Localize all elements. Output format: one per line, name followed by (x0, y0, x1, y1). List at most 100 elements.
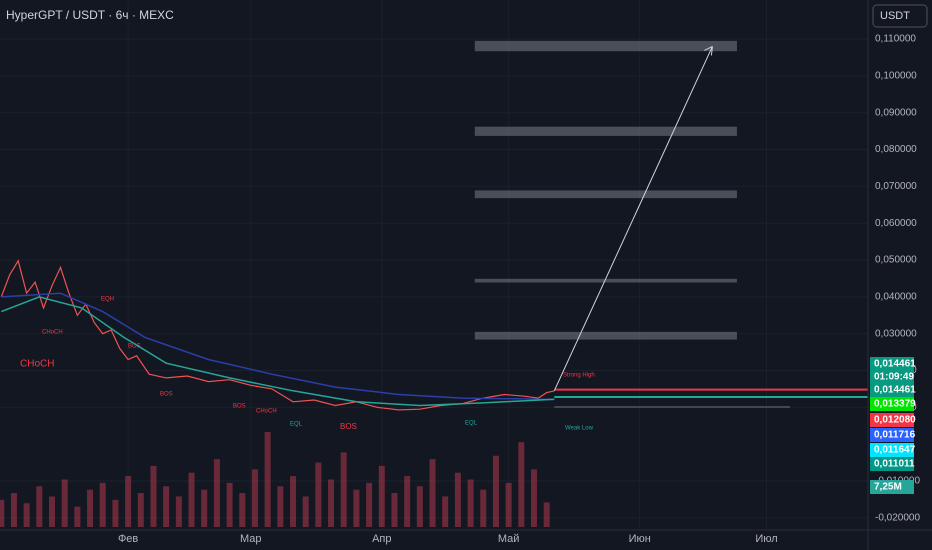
price-marker (870, 480, 914, 494)
price-marker-label: 0,012080 (874, 415, 916, 426)
price-marker (870, 357, 914, 371)
structure-label: BOS (160, 392, 173, 398)
y-tick-label: 0,080000 (875, 144, 917, 155)
volume-bar (480, 489, 487, 527)
volume-bar (289, 476, 296, 527)
volume-bar (226, 482, 233, 527)
volume-bar (492, 455, 499, 527)
volume-bar (454, 472, 461, 527)
y-tick-label: 0,110000 (875, 34, 916, 45)
currency-button[interactable] (872, 4, 928, 28)
volume-bar (137, 493, 144, 527)
volume-bar (353, 489, 360, 527)
structure-label: BOS (340, 422, 357, 431)
x-tick-label: Апр (372, 533, 391, 545)
volume-bar (328, 479, 335, 527)
price-marker (870, 443, 914, 457)
volume-bar (188, 472, 195, 527)
price-marker-label: 7,25M (874, 482, 902, 493)
series-line (1, 292, 555, 401)
structure-label: BOS (233, 404, 246, 410)
volume-bar (112, 499, 119, 527)
volume-bar (239, 493, 246, 527)
price-marker (870, 457, 914, 471)
volume-bar (175, 496, 182, 527)
structure-label: CHoCH (42, 330, 63, 336)
y-tick-label: 0,070000 (875, 181, 917, 192)
x-tick-label: Фев (118, 533, 138, 545)
volume-bar (36, 486, 43, 527)
volume-bar (442, 496, 449, 527)
structure-label: Weak Low (565, 426, 594, 432)
volume-bar (251, 469, 258, 527)
volume-bar (87, 489, 94, 527)
volume-bar (543, 502, 550, 527)
price-marker-label: 0,014461 (874, 359, 916, 370)
price-marker (870, 370, 914, 384)
volume-bar (49, 496, 56, 527)
y-tick-label: 0,040000 (875, 291, 917, 302)
y-tick-label: 0,060000 (875, 218, 917, 229)
structure-label: CHoCH (256, 409, 277, 415)
volume-bar (530, 469, 537, 527)
volume-bar (315, 462, 322, 527)
structure-label: EQH (101, 297, 114, 303)
volume-bar (277, 486, 284, 527)
x-tick-label: Май (498, 533, 520, 545)
price-marker-label: 0,011716 (874, 430, 916, 441)
volume-bar (0, 499, 5, 527)
x-tick-label: Июн (629, 533, 651, 545)
target-zone (474, 190, 737, 199)
x-tick-label: Мар (240, 533, 262, 545)
volume-bar (391, 493, 398, 527)
structure-label: EQL (465, 421, 478, 427)
projection-arrow (553, 46, 713, 391)
volume-bar (264, 432, 271, 527)
volume-bar (213, 459, 220, 527)
price-marker (870, 383, 914, 397)
target-zone (474, 331, 737, 340)
plot: CHoCH BOS EQH EQL Strong High Weak Low CHoCH BO… (0, 40, 868, 527)
y-tick-label: -0,020000 (875, 512, 920, 523)
volume-bar (416, 486, 423, 527)
volume-bar (125, 476, 132, 527)
currency-button-label[interactable]: USDT (880, 10, 910, 22)
volume-bar (378, 465, 385, 527)
structure-label: EQL (290, 422, 303, 428)
chart-title: HyperGPT / USDT · 6ч · MEXC (6, 8, 174, 22)
price-marker (870, 397, 914, 411)
volume-bar (61, 479, 68, 527)
volume-bar (467, 479, 474, 527)
volume-bar (366, 482, 373, 527)
price-marker-label: 01:09:49 (874, 372, 914, 383)
volume-bar (163, 486, 170, 527)
y-tick-label: 0,030000 (875, 328, 917, 339)
price-marker (870, 413, 914, 427)
price-marker-label: 0,013379 (874, 399, 916, 410)
x-tick-label: Июл (755, 533, 777, 545)
target-zone (474, 278, 737, 283)
volume-bar (340, 452, 347, 527)
volume-bar (505, 482, 512, 527)
y-tick-label: 0,090000 (875, 107, 917, 118)
price-marker-label: 0,011647 (874, 445, 916, 456)
y-tick-label: 0,100000 (875, 71, 917, 82)
y-tick-label: 0,050000 (875, 255, 917, 266)
volume-bar (23, 503, 30, 527)
volume-bar (429, 459, 436, 527)
target-zone (474, 126, 737, 136)
structure-label: CHoCH (20, 359, 54, 370)
volume-bar (518, 442, 525, 527)
arrow-head (704, 45, 713, 56)
series-line (1, 296, 555, 407)
price-marker (870, 428, 914, 442)
price-marker-label: 0,011011 (874, 459, 915, 470)
structure-label: Strong High (563, 373, 595, 379)
structure-label: BOS (128, 344, 141, 350)
target-zone (474, 40, 737, 52)
volume-bar (74, 506, 81, 527)
price-marker-label: 0,014461 (874, 385, 916, 396)
volume-bar (302, 496, 309, 527)
